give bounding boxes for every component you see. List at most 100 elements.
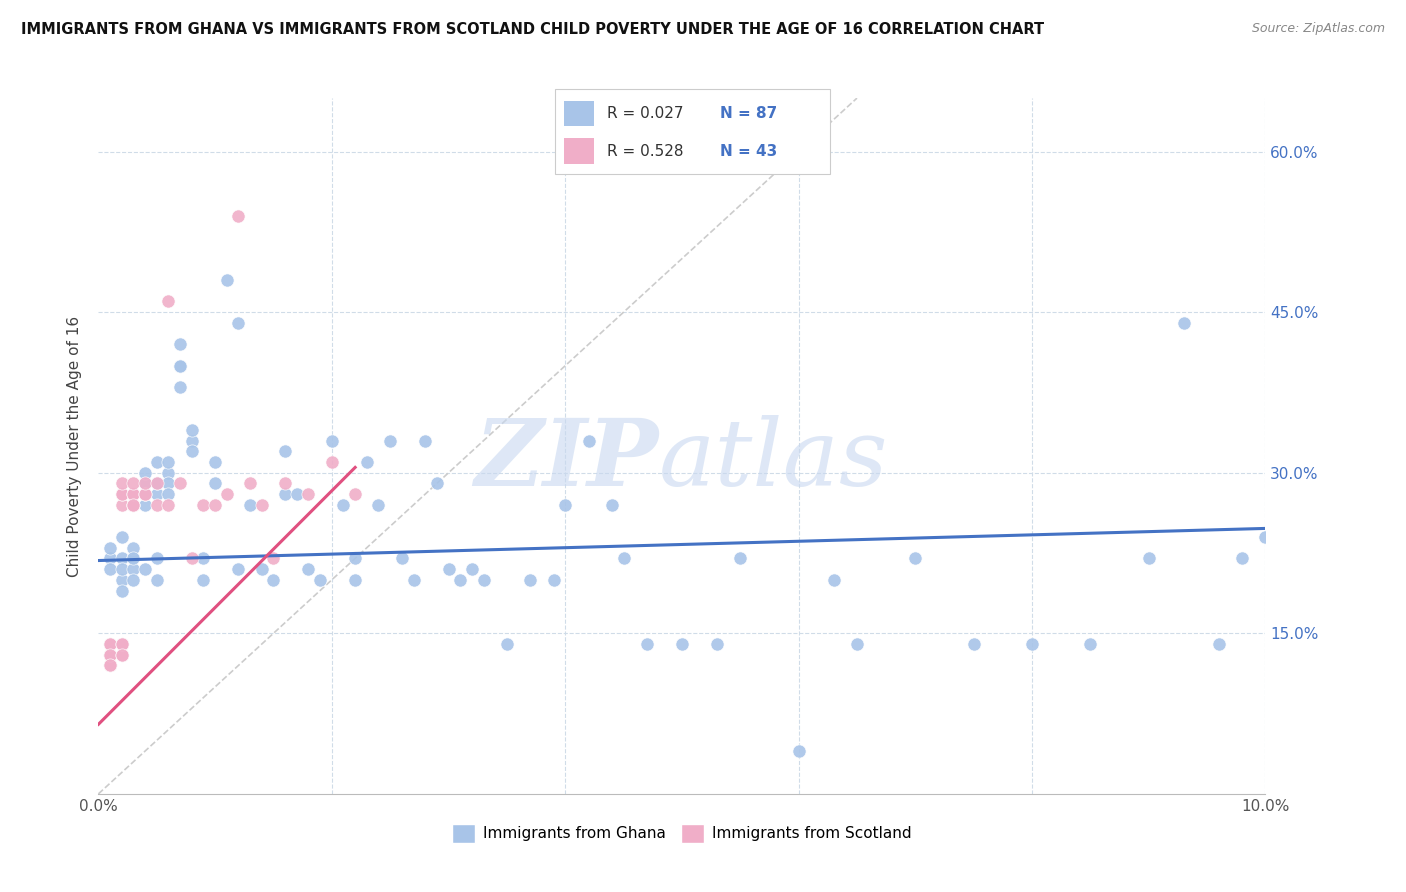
Text: ZIP: ZIP (474, 415, 658, 505)
Point (157, 455, 180, 469)
Point (600, 498, 623, 512)
Point (1021, 637, 1043, 651)
Point (449, 573, 471, 587)
Point (274, 476, 297, 491)
Point (391, 551, 413, 566)
Point (98, 658, 121, 673)
Point (111, 530, 134, 544)
Point (496, 637, 519, 651)
Point (1208, 637, 1230, 651)
Point (612, 551, 634, 566)
Point (111, 487, 134, 501)
Point (285, 487, 308, 501)
Point (134, 487, 156, 501)
Legend: Immigrants from Ghana, Immigrants from Scotland: Immigrants from Ghana, Immigrants from S… (446, 818, 918, 849)
Point (157, 487, 180, 501)
Point (402, 573, 425, 587)
Point (98, 562, 121, 576)
Point (98, 648, 121, 662)
Point (215, 273, 238, 287)
Point (134, 466, 156, 480)
Point (543, 573, 565, 587)
Point (461, 562, 484, 576)
Text: IMMIGRANTS FROM GHANA VS IMMIGRANTS FROM SCOTLAND CHILD POVERTY UNDER THE AGE OF: IMMIGRANTS FROM GHANA VS IMMIGRANTS FROM… (21, 22, 1045, 37)
Point (193, 551, 215, 566)
Point (823, 573, 845, 587)
Point (98, 658, 121, 673)
FancyBboxPatch shape (555, 89, 830, 174)
Point (122, 541, 145, 555)
Point (204, 498, 226, 512)
Point (122, 573, 145, 587)
Point (180, 434, 202, 448)
Point (122, 498, 145, 512)
Point (1230, 551, 1253, 566)
Point (344, 551, 367, 566)
Point (671, 637, 693, 651)
Text: N = 43: N = 43 (720, 144, 778, 159)
Point (554, 498, 576, 512)
Point (250, 498, 273, 512)
Point (787, 744, 810, 758)
Point (321, 434, 343, 448)
Point (367, 498, 389, 512)
Point (180, 423, 202, 437)
Point (122, 498, 145, 512)
Point (1254, 530, 1277, 544)
Point (706, 637, 728, 651)
Text: R = 0.027: R = 0.027 (607, 106, 683, 121)
Point (111, 551, 134, 566)
Point (472, 573, 495, 587)
Point (122, 487, 145, 501)
Point (730, 551, 752, 566)
Point (846, 637, 869, 651)
Point (157, 476, 180, 491)
Point (262, 551, 284, 566)
Point (134, 487, 156, 501)
Text: R = 0.528: R = 0.528 (607, 144, 683, 159)
Point (98, 551, 121, 566)
Point (228, 209, 250, 223)
FancyBboxPatch shape (564, 101, 593, 127)
Point (111, 583, 134, 598)
Point (111, 637, 134, 651)
Point (297, 562, 319, 576)
Point (262, 573, 284, 587)
Point (157, 498, 180, 512)
Point (122, 551, 145, 566)
Point (157, 466, 180, 480)
Point (228, 316, 250, 330)
Point (426, 476, 449, 491)
Point (134, 498, 156, 512)
Point (134, 476, 156, 491)
Point (111, 573, 134, 587)
Point (169, 380, 191, 394)
Point (98, 637, 121, 651)
Text: atlas: atlas (658, 415, 889, 505)
Point (98, 648, 121, 662)
Point (134, 487, 156, 501)
Point (274, 444, 297, 458)
Text: N = 87: N = 87 (720, 106, 778, 121)
Point (146, 476, 169, 491)
Point (1137, 551, 1160, 566)
Point (228, 562, 250, 576)
Point (297, 487, 319, 501)
Point (180, 551, 202, 566)
Point (169, 337, 191, 351)
Point (111, 648, 134, 662)
Point (519, 573, 541, 587)
Point (193, 573, 215, 587)
Y-axis label: Child Poverty Under the Age of 16: Child Poverty Under the Age of 16 (67, 316, 83, 576)
Point (134, 562, 156, 576)
Point (111, 487, 134, 501)
Point (146, 573, 169, 587)
Point (332, 498, 354, 512)
Point (413, 434, 436, 448)
Point (98, 637, 121, 651)
Point (1173, 316, 1195, 330)
Point (1080, 637, 1102, 651)
Point (146, 487, 169, 501)
Point (437, 562, 460, 576)
Point (111, 562, 134, 576)
